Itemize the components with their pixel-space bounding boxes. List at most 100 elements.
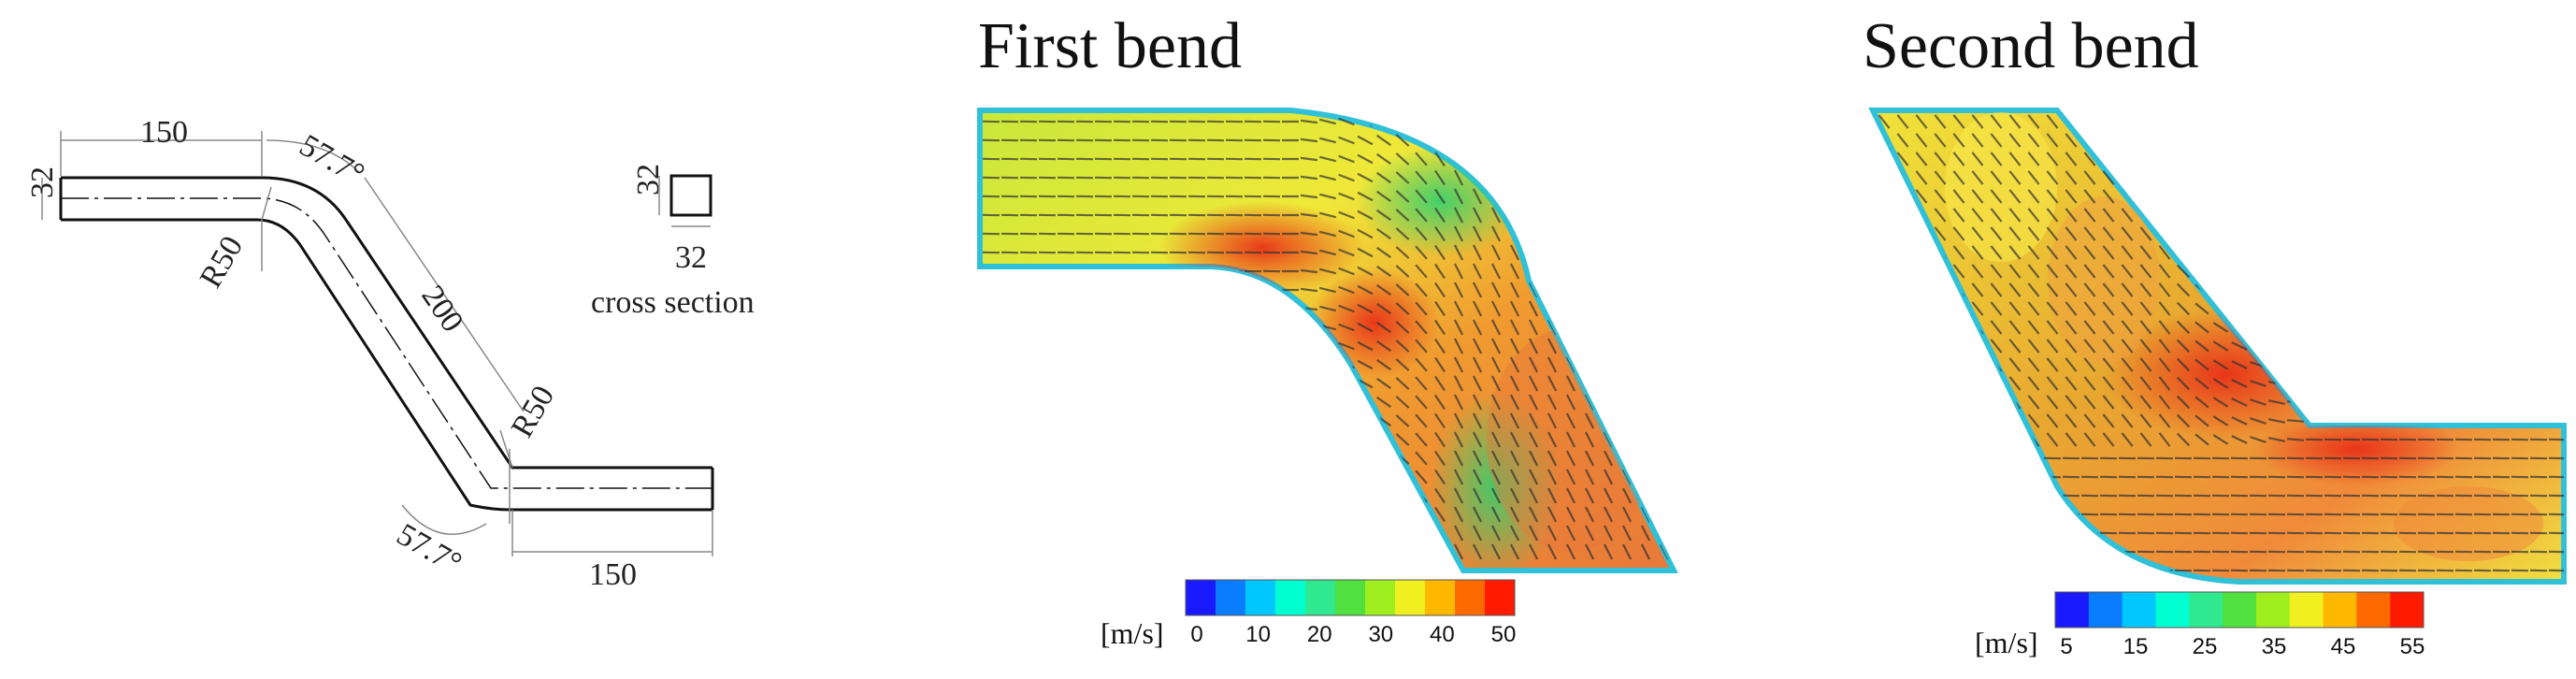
velocity-vector (2176, 264, 2191, 279)
velocity-vector (2046, 170, 2059, 185)
velocity-vector (1603, 356, 1614, 373)
velocity-vector (1584, 151, 1595, 167)
velocity-vector (1300, 231, 1318, 237)
colorbar-swatch (1305, 580, 1336, 615)
velocity-vector (1338, 229, 1355, 238)
velocity-vector (1472, 338, 1483, 354)
velocity-vector (1415, 376, 1428, 391)
velocity-vector (1319, 174, 1336, 181)
velocity-vector (1338, 117, 1355, 126)
velocity-vector (1490, 506, 1502, 523)
velocity-vector (2139, 357, 2152, 372)
velocity-vector (2046, 432, 2059, 447)
velocity-vector (1528, 506, 1539, 523)
velocity-vector (1990, 395, 2003, 410)
velocity-vector (1565, 113, 1576, 130)
velocity-vector (2102, 376, 2115, 391)
velocity-vector (1319, 455, 1336, 462)
velocity-vector (1415, 264, 1428, 279)
velocity-vector (1952, 320, 1965, 335)
velocity-vector (1621, 188, 1633, 205)
velocity-vector (1300, 437, 1318, 442)
velocity-vector (1528, 525, 1539, 542)
velocity-vector (1472, 300, 1483, 317)
velocity-vector (1952, 152, 1965, 166)
velocity-vector (1490, 263, 1502, 280)
velocity-vector (1434, 319, 1446, 336)
velocity-vector (1453, 132, 1464, 149)
velocity-vector (1565, 282, 1576, 298)
velocity-vector (1434, 487, 1446, 504)
velocity-vector (2231, 192, 2248, 201)
velocity-vector (1915, 395, 1928, 410)
velocity-vector (2212, 397, 2229, 408)
velocity-vector (2176, 339, 2191, 354)
velocity-vector (2250, 417, 2267, 425)
velocity-vector (1640, 543, 1651, 560)
velocity-vector (1453, 300, 1464, 317)
velocity-vector (2212, 135, 2229, 146)
colorbar-second-bend (2054, 591, 2425, 628)
velocity-vector (1952, 264, 1965, 279)
velocity-vector (1990, 226, 2003, 241)
velocity-vector (1490, 450, 1502, 467)
velocity-vector (2286, 213, 2305, 217)
velocity-vector (1565, 394, 1576, 411)
velocity-vector (2250, 137, 2267, 144)
velocity-vector (1472, 207, 1483, 224)
velocity-vector (1375, 246, 1392, 259)
velocity-vector (1952, 301, 1965, 316)
dim-length-right: 150 (589, 557, 637, 592)
velocity-vector (1952, 114, 1965, 129)
velocity-vector (1319, 417, 1336, 425)
velocity-vector (1990, 208, 2003, 223)
velocity-vector (1971, 432, 1984, 447)
velocity-vector (1300, 474, 1318, 480)
velocity-vector (2286, 269, 2305, 273)
velocity-vector (2286, 382, 2305, 385)
velocity-vector (1547, 543, 1558, 560)
velocity-vector (1357, 453, 1374, 464)
velocity-vector (1640, 431, 1651, 448)
velocity-vector (1357, 247, 1374, 258)
velocity-vector (2102, 320, 2115, 335)
velocity-vector (1453, 263, 1464, 280)
velocity-vector (1415, 544, 1428, 559)
velocity-vector (1338, 304, 1355, 313)
velocity-vector (1640, 487, 1651, 504)
velocity-vector (1319, 193, 1336, 200)
velocity-vector (1621, 282, 1633, 298)
dim-radius-bottom: R50 (505, 380, 561, 443)
velocity-vector (2102, 264, 2115, 279)
colorbar-tick-label: 40 (1430, 622, 1455, 647)
velocity-vector (2065, 208, 2078, 223)
velocity-vector (1640, 132, 1651, 149)
velocity-vector (1453, 375, 1464, 392)
velocity-vector (1490, 282, 1502, 298)
velocity-vector (1472, 543, 1483, 560)
velocity-vector (1915, 226, 1928, 241)
velocity-vector (2139, 282, 2152, 297)
velocity-vector (2250, 230, 2267, 238)
velocity-vector (1934, 189, 1947, 204)
velocity-vector (1415, 413, 1428, 428)
colorbar-swatch (2289, 592, 2324, 628)
velocity-vector (1395, 115, 1410, 128)
velocity-vector (2176, 189, 2191, 204)
colorbar-swatch (2323, 592, 2357, 628)
velocity-vector (1434, 225, 1446, 242)
velocity-vector (1319, 137, 1336, 144)
velocity-vector (1547, 487, 1558, 504)
velocity-vector (2027, 114, 2040, 129)
velocity-vector (2121, 413, 2134, 428)
velocity-vector (2065, 170, 2078, 185)
velocity-vector (1319, 286, 1336, 294)
velocity-vector (1528, 263, 1539, 280)
velocity-vector (1640, 338, 1651, 354)
velocity-vector (1640, 525, 1651, 542)
velocity-vector (1434, 506, 1446, 523)
velocity-vector (1547, 338, 1558, 354)
colorbar-swatch (1275, 580, 1306, 615)
velocity-vector (1300, 137, 1318, 143)
velocity-vector (1584, 225, 1595, 242)
